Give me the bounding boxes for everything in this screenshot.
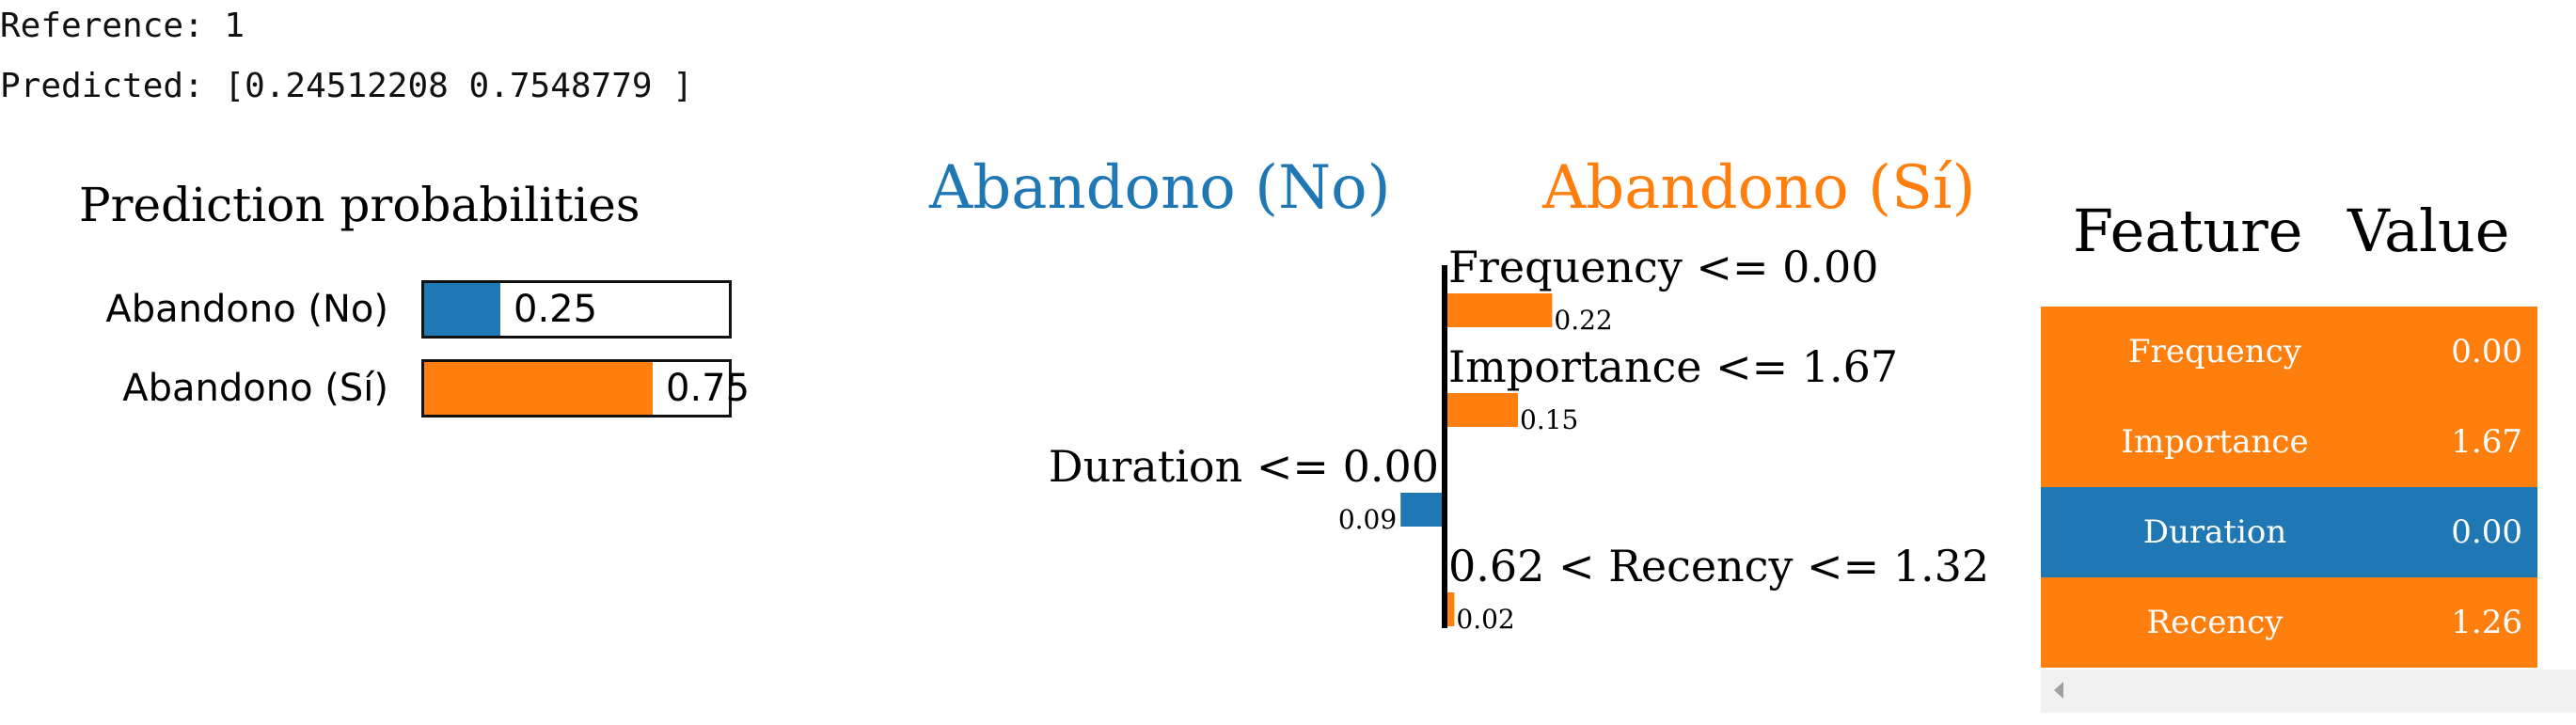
class-header-no: Abandono (No) [929, 153, 1391, 223]
horizontal-scrollbar[interactable] [2041, 670, 2576, 713]
feature-name-cell: Duration [2142, 513, 2287, 551]
weight-bar [1445, 293, 1553, 327]
prediction-probabilities-title: Prediction probabilities [79, 178, 640, 232]
feature-condition-label: Duration <= 0.00 [1049, 441, 1439, 492]
feature-condition-label: Importance <= 1.67 [1448, 341, 1898, 392]
feature-weight-chart: Frequency <= 0.00 0.22 Importance <= 1.67 0… [1049, 242, 1989, 635]
feature-value-cell: 1.67 [2451, 423, 2522, 461]
probability-row-si: Abandono (Sí) 0.75 [0, 359, 846, 419]
probability-value: 0.75 [666, 367, 751, 410]
probability-value: 0.25 [514, 288, 598, 331]
weight-value-label: 0.09 [1338, 504, 1397, 535]
weight-bar [1400, 493, 1445, 527]
feature-value-cell: 1.26 [2451, 604, 2522, 641]
probability-bar-frame [421, 280, 732, 339]
probability-row-no: Abandono (No) 0.25 [0, 280, 846, 340]
probability-label: Abandono (Sí) [122, 367, 388, 410]
weight-bar [1445, 592, 1455, 626]
predicted-line: Predicted: [0.24512208 0.7548779 ] [0, 67, 693, 105]
weight-value-label: 0.15 [1520, 404, 1578, 435]
weight-value-label: 0.02 [1456, 604, 1514, 635]
scroll-left-arrow-icon[interactable] [2054, 682, 2063, 699]
feature-name-cell: Importance [2121, 423, 2309, 461]
feature-condition-label: Frequency <= 0.00 [1448, 242, 1879, 292]
weight-value-label: 0.22 [1554, 305, 1612, 336]
weight-bar [1445, 393, 1518, 427]
feature-name-cell: Recency [2146, 604, 2284, 641]
reference-line: Reference: 1 [0, 7, 245, 45]
probability-label: Abandono (No) [105, 288, 388, 331]
feature-condition-label: 0.62 < Recency <= 1.32 [1448, 541, 1989, 591]
table-row: Recency 1.26 [2041, 577, 2537, 668]
feature-name-cell: Frequency [2128, 333, 2301, 370]
feature-column-header: Feature [2073, 197, 2303, 265]
probability-bar-frame [421, 359, 732, 418]
table-row: Duration 0.00 [2041, 487, 2537, 577]
feature-value-cell: 0.00 [2451, 513, 2522, 551]
feature-value-cell: 0.00 [2451, 333, 2522, 370]
probability-bar-fill [424, 283, 500, 336]
class-header-si: Abandono (Sí) [1542, 153, 1976, 223]
table-row: Importance 1.67 [2041, 397, 2537, 487]
probability-bar-fill [424, 362, 653, 415]
table-row: Frequency 0.00 [2041, 307, 2537, 397]
feature-value-table: Frequency 0.00 Importance 1.67 Duration … [2041, 307, 2537, 668]
value-column-header: Value [2347, 197, 2510, 265]
